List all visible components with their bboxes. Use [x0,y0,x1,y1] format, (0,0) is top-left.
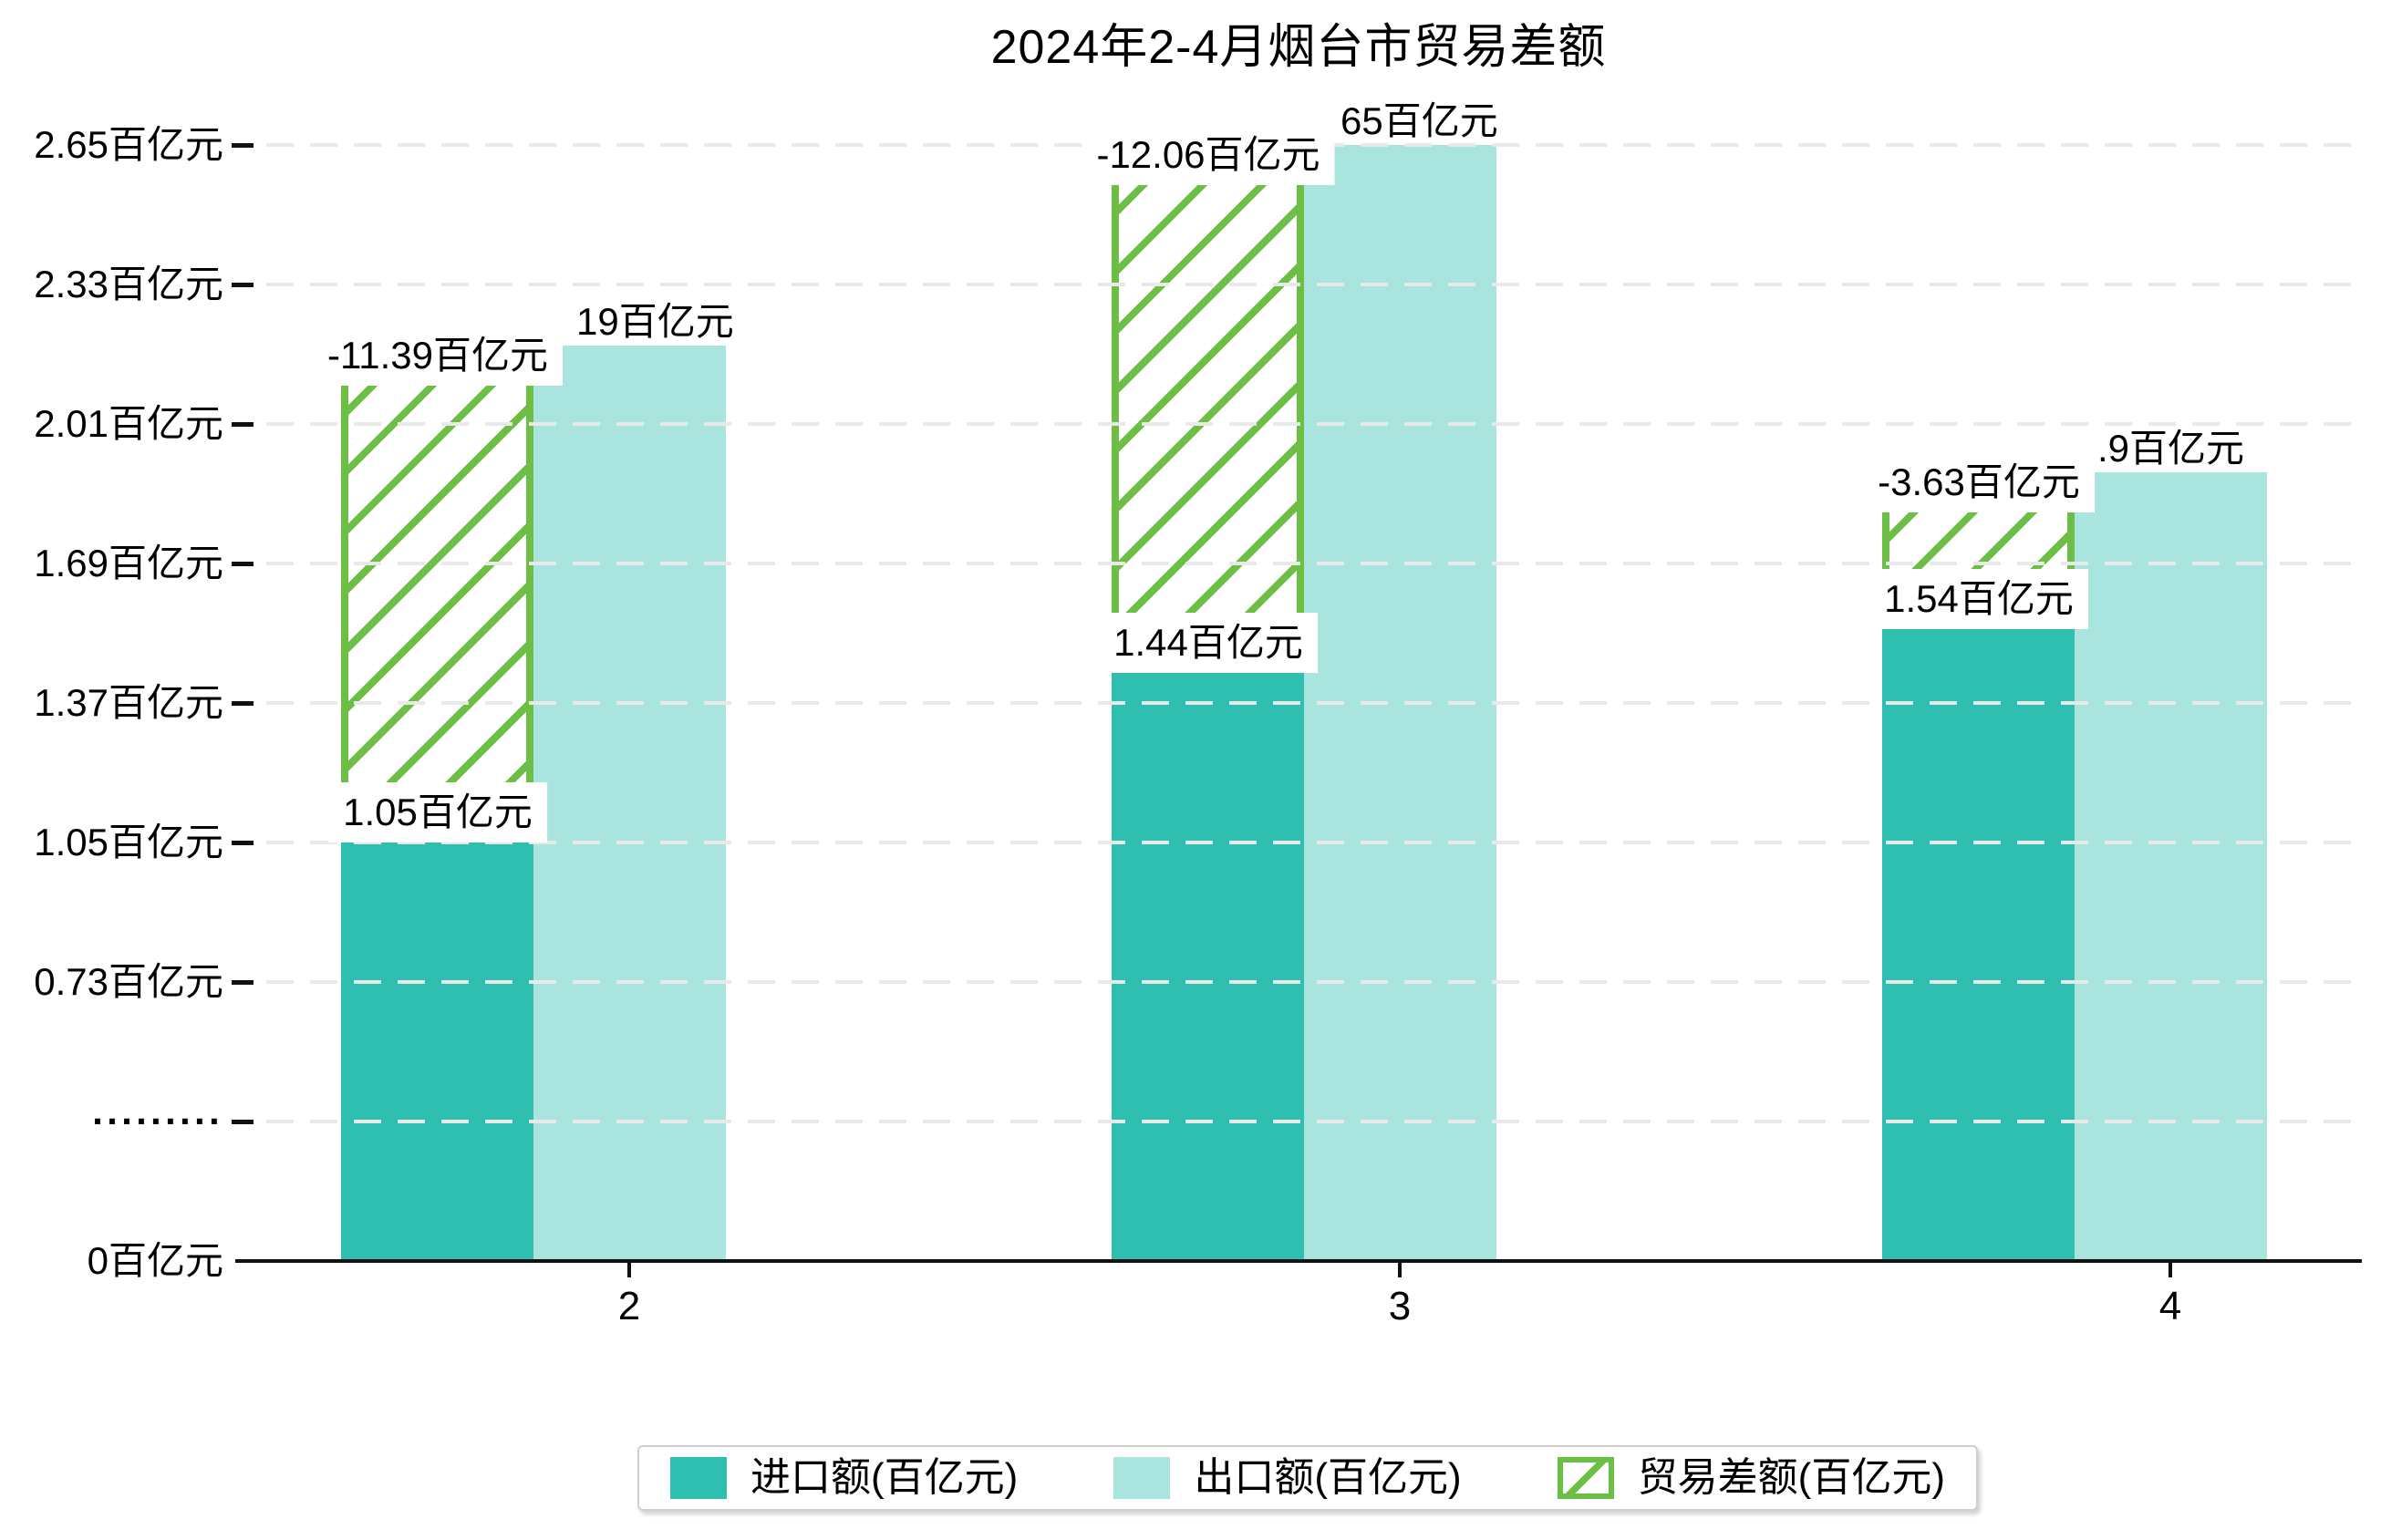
gridline [266,283,2362,286]
legend-label-export: 出口额(百亿元) [1194,1455,1462,1500]
import-bar-month3 [1112,673,1304,1261]
balance-value-label: -3.63百亿元 [1863,452,2095,512]
y-tick-mark [232,701,254,706]
y-axis-tick-label: 1.37百亿元 [34,681,223,724]
y-axis-tick-label: 0百亿元 [87,1239,223,1282]
import-value-label: 1.05百亿元 [328,782,547,842]
y-tick-mark [232,980,254,985]
export-swatch-icon [1113,1457,1171,1499]
balance-hatch-swatch-icon [1557,1457,1614,1499]
legend-item-balance: 贸易差额(百亿元) [1557,1455,1945,1501]
import-swatch-icon [670,1457,727,1499]
gridline [266,841,2362,844]
y-tick-mark [232,283,254,287]
legend: 进口额(百亿元) 出口额(百亿元) 贸易差额(百亿元) [637,1445,1978,1511]
x-tick-mark [627,1263,631,1277]
legend-label-balance: 贸易差额(百亿元) [1637,1455,1945,1500]
y-axis-tick-label: 2.65百亿元 [34,123,223,166]
balance-value-label: -11.39百亿元 [313,326,563,386]
import-bar-month4 [1882,629,2075,1261]
gridline [266,1120,2362,1123]
y-axis-break-dots: ········· [92,1100,223,1142]
y-axis-tick-label: 2.01百亿元 [34,402,223,445]
legend-item-import: 进口额(百亿元) [670,1455,1018,1501]
y-axis-tick-label: 1.69百亿元 [34,542,223,584]
trade-balance-bar-month3 [1112,145,1304,673]
x-tick-label: 4 [2158,1284,2182,1328]
gridline [266,562,2362,565]
trade-balance-bar-month2 [341,346,533,842]
legend-label-import: 进口额(百亿元) [750,1455,1019,1500]
export-value-label: 65百亿元 [1340,99,1498,142]
export-value-label: 19百亿元 [576,300,734,343]
y-axis-tick-label: 0.73百亿元 [34,960,223,1003]
x-tick-label: 2 [617,1284,641,1328]
y-axis-tick-label: 2.33百亿元 [34,263,223,305]
export-bar-month2 [533,346,726,1261]
gridline [266,422,2362,426]
import-bar-month2 [341,842,533,1261]
y-tick-mark [232,562,254,566]
y-tick-mark [232,422,254,427]
x-tick-label: 3 [1388,1284,1412,1328]
y-tick-mark [232,143,254,148]
x-tick-mark [1398,1263,1402,1277]
balance-value-label: -12.06百亿元 [1082,125,1335,185]
gridline [266,701,2362,705]
legend-item-export: 出口额(百亿元) [1113,1455,1462,1501]
y-axis-tick-label: 1.05百亿元 [34,821,223,863]
import-value-label: 1.54百亿元 [1869,569,2088,629]
y-tick-mark [232,1120,254,1124]
import-value-label: 1.44百亿元 [1099,613,1318,673]
export-value-label: .9百亿元 [2097,427,2245,470]
x-tick-mark [2168,1263,2172,1277]
gridline [266,980,2362,984]
chart-title: 2024年2-4月烟台市贸易差额 [990,21,1607,74]
export-bar-month4 [2075,472,2267,1261]
y-tick-mark [232,841,254,845]
x-axis-line [235,1259,2362,1263]
